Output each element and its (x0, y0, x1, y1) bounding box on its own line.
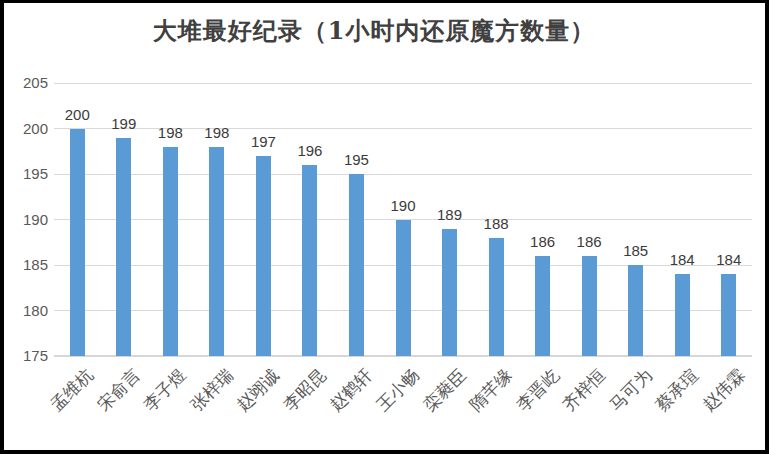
data-label: 184 (659, 252, 705, 268)
x-axis-category-label: 李昭昆 (239, 366, 330, 454)
bar-李昭昆 (302, 165, 317, 356)
bar-栾蕤臣 (442, 229, 457, 356)
gridline-y205 (54, 83, 752, 84)
y-axis-tick-label: 190 (6, 212, 48, 228)
data-label: 190 (380, 198, 426, 214)
data-label: 185 (613, 243, 659, 259)
gridline-y195 (54, 174, 752, 175)
x-axis-category-label: 齐梓恒 (518, 366, 609, 454)
chart-frame: 大堆最好纪录（1小时内还原魔方数量） 200孟维杭199宋俞言198李子煜198… (0, 0, 769, 454)
data-label: 199 (101, 116, 147, 132)
x-axis-category-label: 孟维杭 (6, 366, 97, 454)
bar-齐梓恒 (582, 256, 597, 356)
y-axis-tick-label: 195 (6, 166, 48, 182)
y-axis-tick-label: 205 (6, 75, 48, 91)
data-label: 184 (706, 252, 752, 268)
bar-马可为 (628, 265, 643, 356)
data-label: 188 (473, 216, 519, 232)
bar-赵翊诚 (256, 156, 271, 356)
data-label: 196 (287, 143, 333, 159)
x-axis-category-label: 宋俞言 (53, 366, 144, 454)
bar-蔡承瑄 (675, 274, 690, 356)
data-label: 198 (147, 125, 193, 141)
x-axis-category-label: 王小畅 (332, 366, 423, 454)
bar-隋芊缘 (489, 238, 504, 356)
y-axis-tick-label: 175 (6, 348, 48, 364)
x-axis-category-label: 张梓瑞 (146, 366, 237, 454)
x-axis-category-label: 蔡承瑄 (611, 366, 702, 454)
data-label: 186 (520, 234, 566, 250)
bar-孟维杭 (70, 129, 85, 357)
y-axis-tick-label: 200 (6, 121, 48, 137)
x-axis-category-label: 栾蕤臣 (379, 366, 470, 454)
y-axis-tick-label: 185 (6, 257, 48, 273)
bar-赵鹤轩 (349, 174, 364, 356)
bar-李子煜 (163, 147, 178, 356)
data-label: 195 (333, 152, 379, 168)
x-axis-category-label: 隋芊缘 (425, 366, 516, 454)
x-axis-category-label: 赵伟霖 (658, 366, 749, 454)
y-axis-tick-label: 180 (6, 303, 48, 319)
bar-宋俞言 (116, 138, 131, 356)
x-axis-category-label: 马可为 (565, 366, 656, 454)
data-label: 189 (427, 207, 473, 223)
bar-李晋屹 (535, 256, 550, 356)
chart-title: 大堆最好纪录（1小时内还原魔方数量） (4, 15, 744, 47)
bar-张梓瑞 (209, 147, 224, 356)
plot-area: 200孟维杭199宋俞言198李子煜198张梓瑞197赵翊诚196李昭昆195赵… (54, 83, 752, 356)
data-label: 197 (240, 134, 286, 150)
data-label: 200 (54, 107, 100, 123)
x-axis-category-label: 李子煜 (100, 366, 191, 454)
bar-王小畅 (396, 220, 411, 357)
x-axis-category-label: 李晋屹 (472, 366, 563, 454)
x-axis-category-label: 赵翊诚 (193, 366, 284, 454)
x-axis-category-label: 赵鹤轩 (286, 366, 377, 454)
data-label: 198 (194, 125, 240, 141)
data-label: 186 (566, 234, 612, 250)
bar-赵伟霖 (721, 274, 736, 356)
